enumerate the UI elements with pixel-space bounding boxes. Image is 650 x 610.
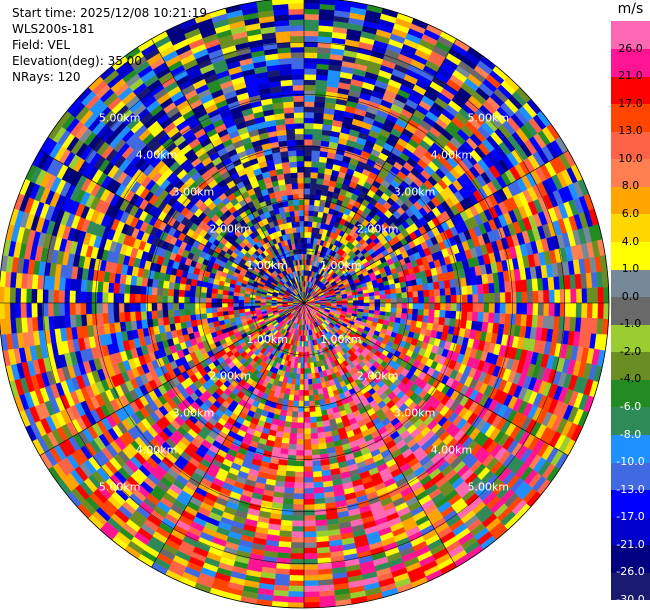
radial-line [39,302,305,456]
colorbar-swatch [611,544,650,573]
range-ring-label: 4.00km [136,149,178,162]
range-ring-label: 1.00km [320,333,362,346]
colorbar-swatch [611,241,650,270]
range-ring-label: 4.00km [431,149,473,162]
colorbar-swatch [611,517,650,546]
colorbar-tick-label: 10.0 [618,151,643,165]
radial-line [151,302,305,568]
range-ring-label: 3.00km [394,185,436,198]
velocity-gates [0,0,610,609]
range-ring-label: 2.00km [209,370,251,383]
colorbar-tick-label: 17.0 [618,96,643,110]
radial-line [303,302,569,456]
range-ring-label: 3.00km [394,407,436,420]
range-ring-label: 3.00km [173,407,215,420]
colorbar-swatch [611,214,650,243]
range-ring-label: 1.00km [246,333,288,346]
radial-line [39,150,305,304]
colorbar-swatch [611,324,650,353]
nrays-text: NRays: 120 [12,70,81,84]
colorbar-swatch [611,572,650,601]
colorbar-tick-label: 8.0 [621,179,640,193]
colorbar-tick-label: -8.0 [619,427,642,441]
colorbar-tick-label: -4.0 [619,372,642,386]
colorbar-swatch [611,379,650,408]
instrument-text: WLS200s-181 [12,22,95,36]
colorbar-tick-label: -2.0 [619,344,642,358]
colorbar-tick-label: -1.0 [619,317,642,331]
range-ring-label: 5.00km [468,480,510,493]
colorbar-tick-label: 6.0 [621,207,640,220]
colorbar-swatch [611,434,650,463]
colorbar-swatch [611,462,650,491]
range-ring-label: 5.00km [99,112,141,125]
elevation-text: Elevation(deg): 35.00 [12,54,142,68]
colorbar-tick-label: 4.0 [621,234,640,248]
colorbar-tick-label: -26.0 [616,565,645,579]
colorbar-swatch [611,296,650,325]
radial-line [303,302,457,568]
range-ring-label: 4.00km [431,443,473,456]
colorbar-swatch [611,76,650,105]
colorbar-swatch [611,158,650,187]
colorbar-swatch [611,21,650,50]
range-ring-label: 4.00km [136,443,178,456]
radial-line [151,38,305,304]
colorbar-tick-label: -10.0 [616,455,645,469]
range-ring-label: 5.00km [468,112,510,125]
colorbar-tick-label: 21.0 [618,69,643,83]
colorbar-tick-label: -13.0 [616,482,645,496]
range-ring-label: 1.00km [320,259,362,272]
colorbar-swatch [611,489,650,518]
radial-line [303,150,569,304]
scan-info: Start time: 2025/12/08 10:21:19 WLS200s-… [12,5,207,85]
colorbar-tick-label: 1.0 [621,262,640,276]
colorbar-tick-label: 0.0 [621,289,640,303]
colorbar: m/s 26.0 21.0 17.0 13.0 10.0 8.0 6.0 4.0 1.0 0.0 -… [611,0,650,610]
radial-line [303,38,457,304]
colorbar-tick-label: 26.0 [618,41,643,55]
field-text: Field: VEL [12,38,71,52]
colorbar-tick-label: -6.0 [619,400,642,413]
colorbar-tick-label: -21.0 [616,537,645,551]
range-ring-labels: 1.00km 1.00km 1.00km 1.00km 2.00km 2.00km 2.00… [99,112,509,494]
start-time-text: Start time: 2025/12/08 10:21:19 [12,6,207,20]
velocity-gate-group [169,302,527,592]
range-ring-label: 2.00km [209,222,251,235]
range-grid [0,0,610,609]
colorbar-unit: m/s [617,1,644,17]
range-ring-label: 3.00km [173,185,215,198]
range-ring-label: 5.00km [99,480,141,493]
colorbar-scale: 26.0 21.0 17.0 13.0 10.0 8.0 6.0 4.0 1.0 0.0 -1.0 -… [611,21,650,606]
colorbar-swatch [611,407,650,436]
colorbar-swatch [611,48,650,77]
colorbar-swatch [611,351,650,380]
colorbar-tick-label: -17.0 [616,510,645,524]
colorbar-swatch [611,186,650,215]
colorbar-swatch [611,131,650,160]
colorbar-tick-label: 13.0 [618,124,643,138]
colorbar-tick-label: -30.0 [616,593,645,606]
colorbar-swatch [611,269,650,298]
range-ring-label: 2.00km [357,222,399,235]
range-ring-label: 1.00km [246,259,288,272]
colorbar-swatch [611,103,650,132]
range-ring-label: 2.00km [357,370,399,383]
